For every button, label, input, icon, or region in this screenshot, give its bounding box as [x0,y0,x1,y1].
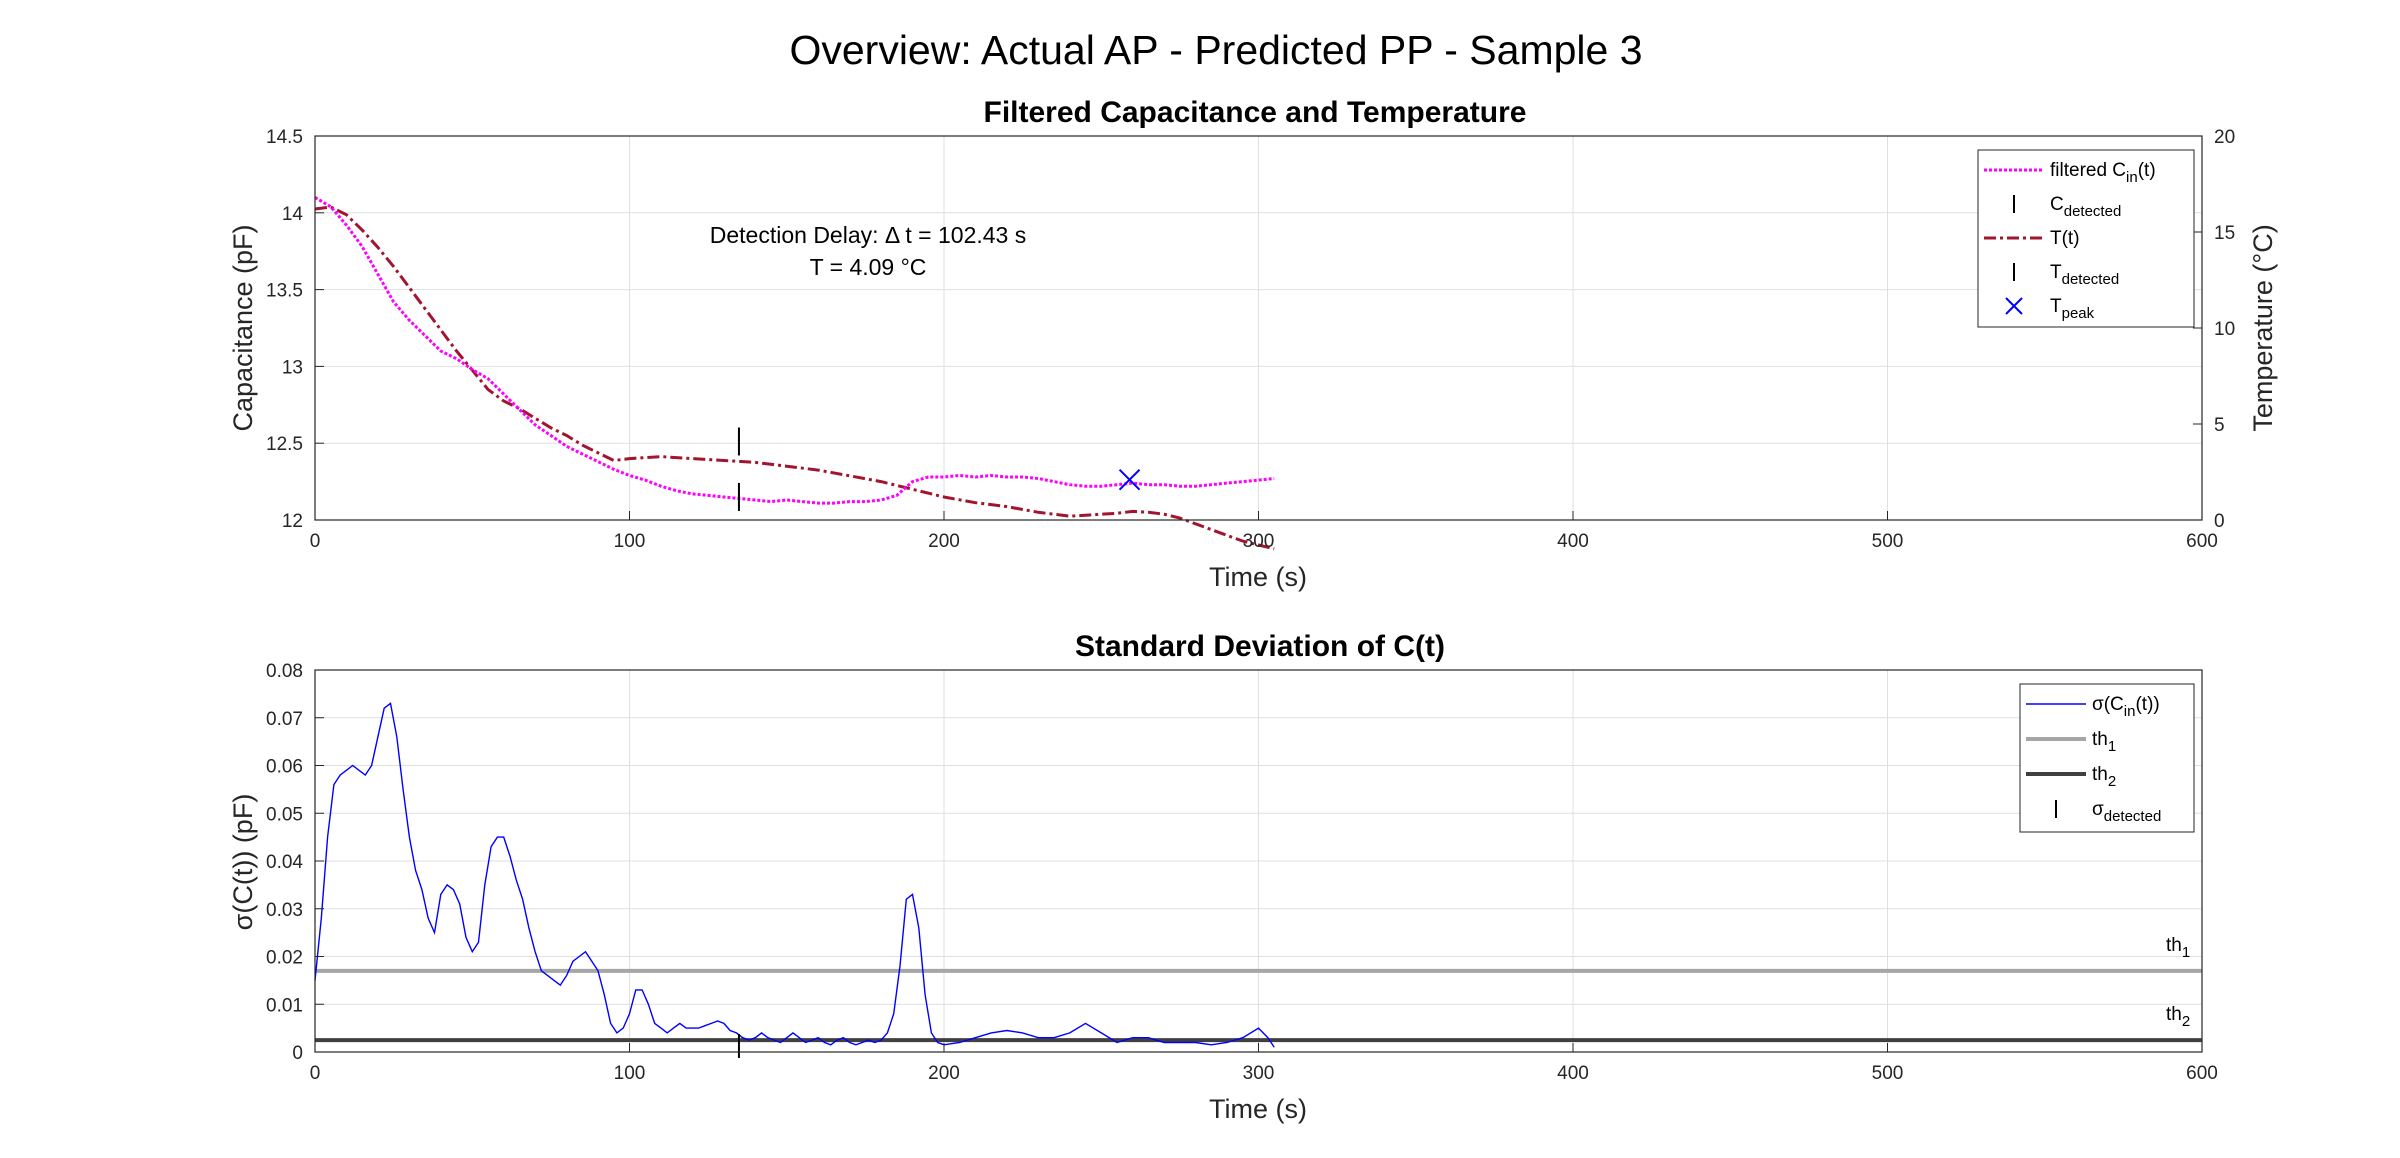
plot1-xtick-label: 600 [2186,531,2218,552]
plot2-xtick-label: 300 [1243,1063,1275,1084]
capacitance-temperature-plot: Filtered Capacitance and Temperature 0 10… [228,96,2278,592]
plot2-ticks: 0 100 200 300 400 500 600 0 0.01 0.02 0.03 0.04 0.05… [266,661,2218,1084]
plot1-ytick-right-label: 15 [2214,223,2235,244]
plot2-xtick-label: 400 [1557,1063,1589,1084]
plot2-xtick-label: 500 [1872,1063,1904,1084]
plot1-ytick-label: 12.5 [266,434,303,455]
plot1-ylabel-right: Temperature (°C) [2248,224,2278,431]
plot2-xlabel: Time (s) [1209,1094,1307,1124]
plot2-ylabel: σ(C(t)) (pF) [228,794,258,931]
plot1-legend: filtered Cin(t) Cdetected T(t) Tdetected Tpe… [1977,149,2195,328]
legend-label: σ(Cin(t)) [2092,694,2160,720]
legend-label: th2 [2092,764,2116,790]
plot1-legend-box [1977,149,2195,328]
plot2-ytick-label: 0.04 [266,852,303,873]
plot1-ytick-right-label: 10 [2214,319,2235,340]
threshold-2-label: th2 [2166,1004,2190,1030]
plot2-ytick-label: 0.01 [266,995,303,1016]
plot1-ylabel: Capacitance (pF) [228,224,258,431]
plot1-xlabel: Time (s) [1209,562,1307,592]
plot1-ytick-right-label: 0 [2214,511,2225,532]
plot2-ytick-label: 0.07 [266,709,303,730]
plot2-series [314,702,2202,1058]
legend-label: T(t) [2050,228,2080,249]
detection-delay-annotation: Detection Delay: Δ t = 102.43 s [710,222,1026,248]
plot2-ytick-label: 0.08 [266,661,303,682]
plot1-ytick-right-label: 5 [2214,415,2225,436]
plot1-ytick-right-label: 20 [2214,127,2235,148]
capacitance-series-line [314,196,1275,505]
detection-temperature-annotation: T = 4.09 °C [810,254,927,280]
legend-label: filtered Cin(t) [2050,160,2156,186]
plot2-ytick-label: 0.05 [266,804,303,825]
plot2-xtick-label: 600 [2186,1063,2218,1084]
t-peak-marker [1118,468,1141,491]
legend-label: σdetected [2092,799,2161,825]
legend-label: Tpeak [2050,296,2095,322]
plot1-series [314,196,1275,551]
plot1-ytick-label: 14 [282,204,304,225]
plot1-xtick-label: 400 [1557,531,1589,552]
plot2-ytick-label: 0 [292,1043,303,1064]
plot2-xtick-label: 100 [614,1063,646,1084]
legend-peak-swatch [2005,297,2023,315]
plot1-xtick-label: 200 [928,531,960,552]
plot1-ytick-label: 13.5 [266,281,303,302]
legend-label: th1 [2092,729,2116,755]
plot1-xtick-label: 300 [1243,531,1275,552]
plot1-ytick-label: 14.5 [266,127,303,148]
plot1-xtick-label: 500 [1872,531,1904,552]
plot1-xtick-label: 0 [310,531,321,552]
plot2-legend-box [2019,683,2195,833]
sigma-series-line [314,702,1275,1048]
legend-label: Cdetected [2050,194,2121,220]
plot2-grid [314,669,2203,1053]
plot2-ytick-label: 0.06 [266,757,303,778]
plot1-ticks: 0 100 200 300 400 500 600 12 12.5 13 13.5 14 14.5 0 5 1… [266,127,2235,552]
plot2-ytick-label: 0.02 [266,948,303,969]
plot2-xtick-label: 200 [928,1063,960,1084]
legend-label: Tdetected [2050,262,2119,288]
threshold-labels: th1 th2 [2166,935,2190,1030]
threshold-1-label: th1 [2166,935,2190,961]
plot1-title: Filtered Capacitance and Temperature [984,96,1527,129]
standard-deviation-plot: Standard Deviation of C(t) 0 100 200 300 400… [228,630,2218,1124]
plot2-xtick-label: 0 [310,1063,321,1084]
plot1-xtick-label: 100 [614,531,646,552]
plot1-ytick-label: 13 [282,357,303,378]
plot2-title: Standard Deviation of C(t) [1075,630,1445,663]
temperature-series-line [314,205,1275,551]
plot2-ytick-label: 0.03 [266,900,303,921]
plot2-legend: σ(Cin(t)) th1 th2 σdetected [2019,683,2195,833]
plot1-ytick-label: 12 [282,511,303,532]
figure-title: Overview: Actual AP - Predicted PP - Sam… [789,27,1642,73]
